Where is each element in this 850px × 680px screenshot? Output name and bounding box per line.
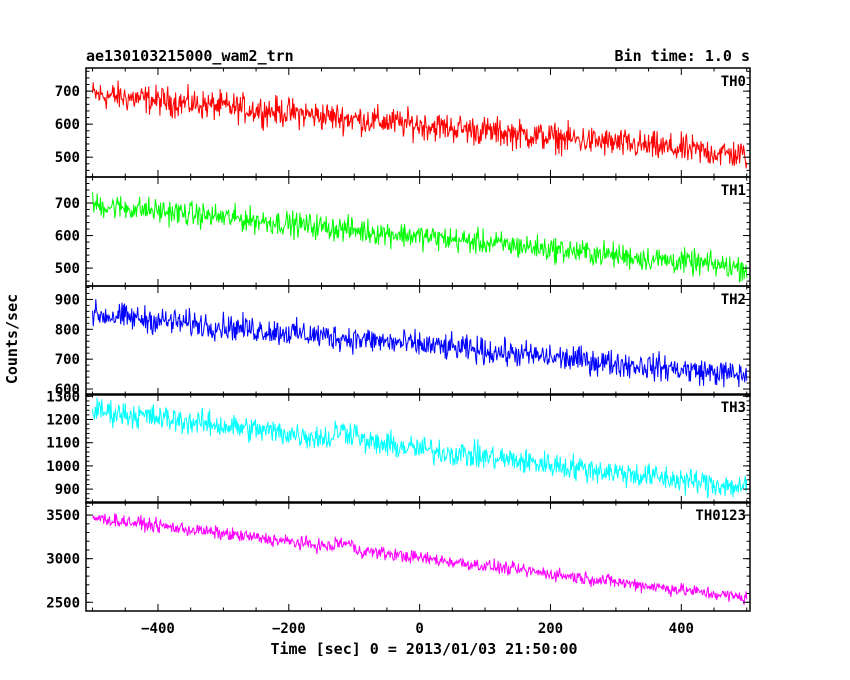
y-tick-label: 1300 bbox=[46, 389, 80, 405]
y-tick-label: 600 bbox=[55, 117, 80, 133]
x-tick-label: 0 bbox=[415, 621, 423, 637]
series-line-th0123 bbox=[92, 513, 748, 605]
panel-frame-th0 bbox=[85, 67, 751, 178]
y-tick-label: 900 bbox=[55, 292, 80, 308]
series-line-th1 bbox=[92, 192, 748, 284]
y-tick-label: 700 bbox=[55, 196, 80, 212]
series-label-th1: TH1 bbox=[721, 183, 746, 199]
series-label-th0123: TH0123 bbox=[695, 508, 746, 524]
x-axis-label: Time [sec] 0 = 2013/01/03 21:50:00 bbox=[270, 640, 577, 658]
y-tick-label: 800 bbox=[55, 322, 80, 338]
y-tick-label: 3000 bbox=[46, 552, 80, 568]
series-line-th2 bbox=[92, 299, 748, 388]
chart-title-left: ae130103215000_wam2_trn bbox=[86, 47, 294, 65]
y-tick-label: 3500 bbox=[46, 508, 80, 524]
chart-title-right: Bin time: 1.0 s bbox=[615, 47, 750, 65]
y-tick-label: 600 bbox=[55, 229, 80, 245]
panel-frame-th0123 bbox=[85, 501, 751, 612]
chart-panels: 500 600 700 TH0 500 600 700 TH1 600 700 800 900 TH2 9… bbox=[46, 67, 751, 637]
y-tick-label: 700 bbox=[55, 84, 80, 100]
series-label-th3: TH3 bbox=[721, 400, 746, 416]
x-tick-label: −400 bbox=[141, 621, 175, 637]
y-tick-label: 500 bbox=[55, 150, 80, 166]
y-tick-label: 1200 bbox=[46, 413, 80, 429]
y-tick-label: 1100 bbox=[46, 436, 80, 452]
series-line-th3 bbox=[92, 397, 748, 499]
panel-frame-th3 bbox=[85, 393, 751, 504]
y-tick-label: 900 bbox=[55, 482, 80, 498]
y-tick-label: 600 bbox=[55, 382, 80, 398]
y-tick-label: 700 bbox=[55, 352, 80, 368]
series-label-th2: TH2 bbox=[721, 292, 746, 308]
y-tick-label: 500 bbox=[55, 261, 80, 277]
x-tick-label: 400 bbox=[669, 621, 694, 637]
panel-frame-th2 bbox=[85, 285, 751, 396]
series-line-th0 bbox=[92, 80, 748, 169]
y-tick-label: 2500 bbox=[46, 595, 80, 611]
x-tick-label: 200 bbox=[538, 621, 563, 637]
y-tick-label: 1000 bbox=[46, 459, 80, 475]
series-label-th0: TH0 bbox=[721, 74, 746, 90]
x-tick-label: −200 bbox=[272, 621, 306, 637]
y-axis-label: Counts/sec bbox=[3, 294, 21, 384]
